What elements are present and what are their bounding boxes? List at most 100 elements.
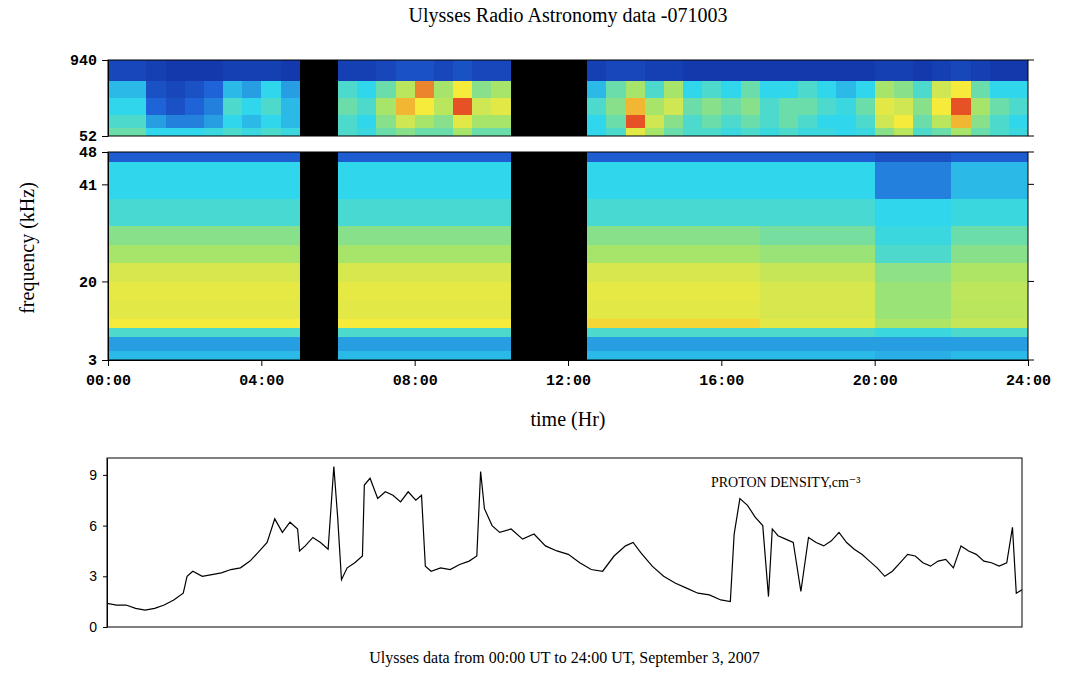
heatmap-cell (166, 98, 186, 116)
heatmap-cell (990, 115, 1010, 128)
heatmap-cell (760, 161, 876, 198)
heatmap-cell (434, 60, 454, 81)
data-gap (511, 128, 531, 136)
heatmap-cell (491, 60, 511, 81)
x-axis: 00:0004:0008:0012:0016:0020:0024:00 (86, 360, 1051, 390)
tick-label: 9 (89, 467, 97, 483)
heatmap-cell (357, 81, 377, 99)
heatmap-cell (453, 98, 473, 116)
tick-label: 12:00 (546, 373, 591, 390)
heatmap-cell (664, 98, 684, 116)
heatmap-cell (587, 161, 760, 198)
heatmap-cell (108, 328, 300, 338)
heatmap-cell (166, 128, 186, 136)
heatmap-cell (645, 81, 665, 99)
heatmap-cell (357, 115, 377, 128)
heatmap-cell (223, 128, 243, 136)
heatmap-cell (990, 128, 1010, 136)
heatmap-cell (760, 81, 780, 99)
tick: 3 (88, 353, 108, 370)
heatmap-cell (587, 351, 760, 360)
tick-label: 0 (89, 619, 97, 635)
heatmap-cell (338, 115, 358, 128)
data-gap (549, 81, 569, 99)
heatmap-cell (951, 152, 1028, 162)
heatmap-cell (760, 263, 876, 282)
heatmap-cell (779, 128, 799, 136)
heatmap-cell (338, 152, 511, 162)
heatmap-cell (702, 115, 722, 128)
heatmap-cell (242, 115, 262, 128)
heatmap-cell (683, 98, 703, 116)
data-gap (300, 81, 320, 99)
heatmap-cell (108, 337, 300, 351)
data-gap (511, 60, 531, 81)
heatmap-cell (875, 351, 952, 360)
data-gap (300, 161, 339, 198)
heatmap-cell (338, 328, 511, 338)
tick-label: 08:00 (393, 373, 438, 390)
tick-label: 16:00 (699, 373, 744, 390)
heatmap-cell (146, 81, 166, 99)
heatmap-cell (779, 60, 799, 81)
tick: 3 (89, 568, 107, 584)
heatmap-cell (875, 300, 952, 319)
data-gap (511, 263, 588, 282)
heatmap-cell (664, 81, 684, 99)
heatmap-cell (721, 128, 741, 136)
heatmap-cell (836, 60, 856, 81)
heatmap-cell (913, 128, 933, 136)
heatmap-cell (951, 60, 971, 81)
data-gap (511, 244, 588, 263)
heatmap-cell (626, 60, 646, 81)
heatmap-cell (376, 115, 396, 128)
heatmap-cell (760, 244, 876, 263)
heatmap-cell (261, 115, 281, 128)
data-gap (511, 152, 588, 162)
heatmap-cell (108, 198, 300, 226)
heatmap-cell (741, 81, 761, 99)
heatmap-cell (127, 115, 147, 128)
heatmap-cell (817, 115, 837, 128)
heatmap-cell (760, 198, 876, 226)
heatmap-cell (875, 60, 895, 81)
heatmap-cell (932, 128, 952, 136)
tick-mark (415, 360, 416, 366)
tick: 41 (79, 178, 108, 195)
tick: 20 (79, 275, 108, 292)
heatmap-cell (261, 98, 281, 116)
tick: 24:00 (1006, 360, 1051, 390)
tick-mark (108, 360, 109, 366)
heatmap-cell (913, 115, 933, 128)
heatmap-cell (376, 128, 396, 136)
heatmap-cell (760, 60, 780, 81)
data-gap (549, 98, 569, 116)
heatmap-cell (281, 115, 301, 128)
heatmap-cell (127, 81, 147, 99)
heatmap-cell (376, 81, 396, 99)
heatmap-cell (127, 128, 147, 136)
tick-mark (1028, 360, 1029, 366)
heatmap-cell (146, 98, 166, 116)
heatmap-cell (587, 328, 760, 338)
heatmap-cell (587, 152, 760, 162)
heatmap-cell (491, 98, 511, 116)
data-gap (530, 60, 550, 81)
tick-label: 3 (89, 568, 97, 584)
heatmap-cell (261, 60, 281, 81)
heatmap-cell (396, 115, 416, 128)
data-gap (530, 128, 550, 136)
heatmap-cell (951, 337, 1028, 351)
tick-mark (102, 184, 108, 185)
x-axis-title: Ulysses data from 00:00 UT to 24:00 UT, … (369, 649, 759, 667)
data-gap (549, 60, 569, 81)
heatmap-cell (415, 98, 435, 116)
heatmap-cell (108, 161, 300, 198)
heatmap-cell (875, 281, 952, 300)
data-gap (530, 98, 550, 116)
heatmap-cell (453, 115, 473, 128)
heatmap-cell (338, 226, 511, 245)
heatmap-cell (338, 244, 511, 263)
heatmap-cell (223, 98, 243, 116)
heatmap-cell (166, 115, 186, 128)
